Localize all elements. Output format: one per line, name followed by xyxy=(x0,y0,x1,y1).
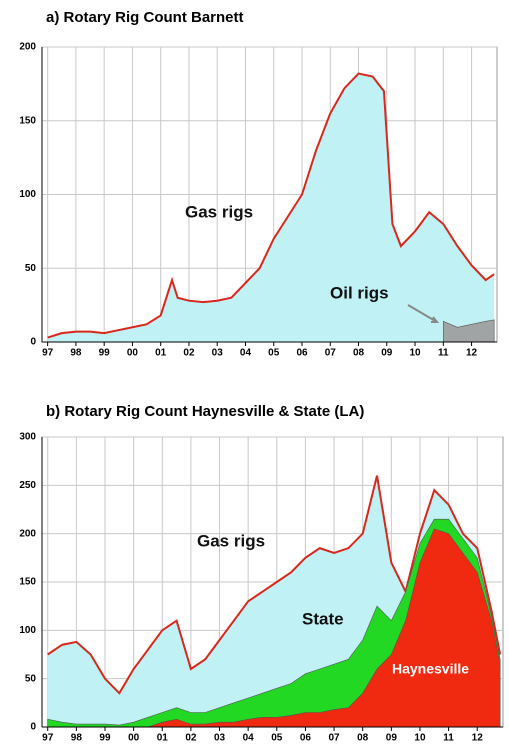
y-tick-label: 150 xyxy=(19,577,36,588)
x-tick-label: 97 xyxy=(42,733,54,744)
y-tick-label: 50 xyxy=(25,673,37,684)
x-tick-label: 00 xyxy=(128,733,140,744)
x-tick-label: 98 xyxy=(71,733,83,744)
x-tick-label: 03 xyxy=(212,348,224,359)
x-tick-label: 10 xyxy=(414,733,426,744)
y-tick-label: 200 xyxy=(19,42,36,53)
x-tick-label: 10 xyxy=(409,348,421,359)
x-tick-label: 00 xyxy=(127,348,139,359)
area xyxy=(47,73,495,343)
x-tick-label: 04 xyxy=(240,348,252,359)
x-tick-label: 11 xyxy=(438,348,449,359)
x-tick-label: 01 xyxy=(155,348,167,359)
y-tick-label: 100 xyxy=(19,625,36,636)
x-tick-label: 98 xyxy=(70,348,82,359)
y-tick-label: 250 xyxy=(19,480,36,491)
annotation-arrow xyxy=(407,304,440,323)
x-tick-label: 12 xyxy=(466,348,478,359)
chart-title: b) Rotary Rig Count Haynesville & State … xyxy=(46,403,364,420)
x-tick-label: 99 xyxy=(99,348,111,359)
x-tick-label: 07 xyxy=(325,348,337,359)
annotation: Oil rigs xyxy=(330,283,389,302)
y-tick-label: 200 xyxy=(19,528,36,539)
y-tick-label: 0 xyxy=(30,337,36,348)
line xyxy=(47,475,502,695)
x-tick-label: 03 xyxy=(214,733,226,744)
x-tick-label: 08 xyxy=(357,733,369,744)
x-tick-label: 05 xyxy=(268,348,280,359)
x-tick-label: 97 xyxy=(42,348,54,359)
x-tick-label: 07 xyxy=(328,733,340,744)
x-tick-label: 06 xyxy=(300,733,312,744)
x-tick-label: 01 xyxy=(157,733,169,744)
x-tick-label: 02 xyxy=(185,733,197,744)
annotation: Gas rigs xyxy=(197,531,265,550)
x-tick-label: 04 xyxy=(243,733,255,744)
x-tick-label: 11 xyxy=(443,733,454,744)
annotation: Haynesville xyxy=(392,661,469,677)
x-tick-label: 12 xyxy=(472,733,484,744)
x-tick-label: 99 xyxy=(99,733,111,744)
chart-title: a) Rotary Rig Count Barnett xyxy=(46,9,244,26)
x-tick-label: 09 xyxy=(381,348,393,359)
y-tick-label: 100 xyxy=(19,189,36,200)
y-tick-label: 50 xyxy=(25,263,37,274)
line xyxy=(47,72,495,339)
x-tick-label: 02 xyxy=(183,348,195,359)
area xyxy=(443,319,495,343)
annotation: State xyxy=(302,609,344,628)
y-tick-label: 300 xyxy=(19,432,36,443)
x-tick-label: 06 xyxy=(296,348,308,359)
x-tick-label: 09 xyxy=(386,733,398,744)
annotation: Gas rigs xyxy=(185,202,253,221)
y-tick-label: 150 xyxy=(19,115,36,126)
y-tick-label: 0 xyxy=(30,722,36,733)
x-tick-label: 05 xyxy=(271,733,283,744)
x-tick-label: 08 xyxy=(353,348,365,359)
